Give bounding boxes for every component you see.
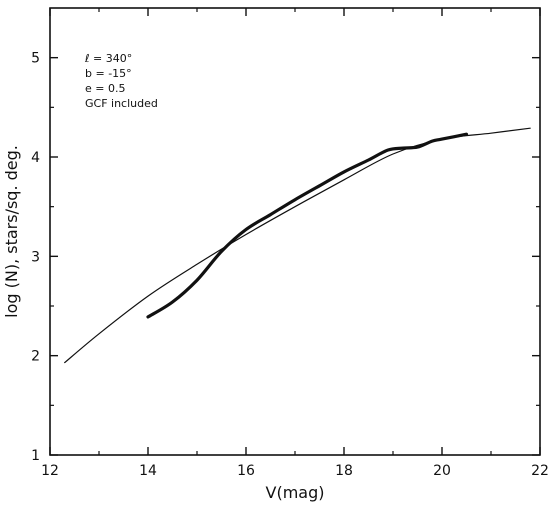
x-axis-title: V(mag) <box>266 483 325 502</box>
series-line-thick <box>146 132 469 319</box>
annotation-line: b = -15° <box>85 67 132 80</box>
y-tick-label: 1 <box>31 448 40 464</box>
x-tick-label: 22 <box>531 463 549 479</box>
series-line-thin <box>64 127 531 364</box>
annotation-line: ℓ = 340° <box>84 52 132 65</box>
y-tick-label: 4 <box>31 150 40 166</box>
x-tick-label: 16 <box>237 463 255 479</box>
x-tick-label: 20 <box>433 463 451 479</box>
y-tick-label: 5 <box>31 51 40 67</box>
x-tick-label: 14 <box>139 463 157 479</box>
series-layer <box>64 127 531 364</box>
y-axis-title: log (N), stars/sq. deg. <box>2 145 21 318</box>
y-tick-label: 3 <box>31 249 40 265</box>
y-tick-label: 2 <box>31 349 40 365</box>
annotation-box: ℓ = 340° b = -15° e = 0.5 GCF included <box>84 52 158 110</box>
x-tick-label: 18 <box>335 463 353 479</box>
annotation-line: e = 0.5 <box>85 82 125 95</box>
x-tick-label: 12 <box>41 463 59 479</box>
annotation-line: GCF included <box>85 97 158 110</box>
